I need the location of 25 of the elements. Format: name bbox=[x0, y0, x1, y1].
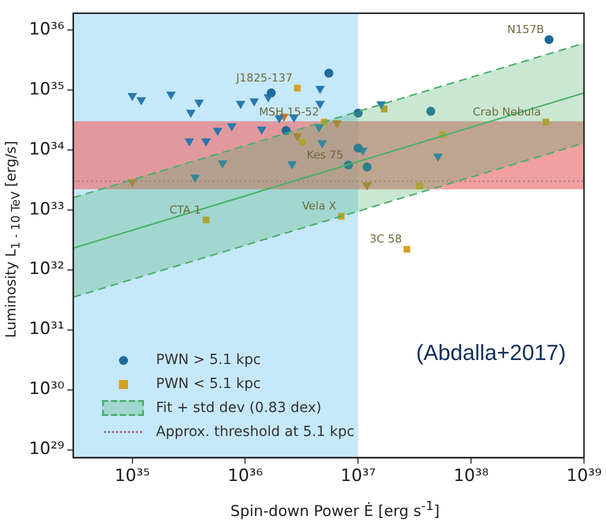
y-tick-label: 10³⁶ bbox=[28, 19, 64, 40]
y-tick-label: 10³¹ bbox=[28, 319, 64, 340]
annotation: (Abdalla+2017) bbox=[416, 340, 566, 366]
x-tick-label: 10³⁶ bbox=[228, 466, 264, 486]
y-tick-label: 10³³ bbox=[28, 199, 64, 220]
y-tick-label: 10³² bbox=[28, 259, 64, 280]
y-tick-label: 10²⁹ bbox=[28, 439, 64, 460]
x-axis-title: Spin-down Power Ė [erg s$^{-1}$] bbox=[229, 498, 441, 520]
x-tick-label: 10³⁹ bbox=[566, 466, 602, 486]
annotation: Kes 75 bbox=[306, 148, 344, 162]
legend-label: Approx. threshold at 5.1 kpc bbox=[156, 423, 354, 442]
x-tick-label: 10³⁸ bbox=[453, 466, 489, 486]
annotation: Vela X bbox=[302, 200, 337, 213]
annotation: MSH 15-52 bbox=[258, 106, 320, 118]
legend-label: Fit + std dev (0.83 dex) bbox=[156, 399, 322, 418]
legend-label: PWN < 5.1 kpc bbox=[156, 375, 261, 394]
annotation: J1825-137 bbox=[235, 71, 292, 84]
x-tick-label: 10³⁵ bbox=[114, 466, 150, 486]
x-tick-label: 10³⁷ bbox=[340, 466, 376, 486]
y-tick-label: 10³⁴ bbox=[28, 139, 64, 160]
legend-label: PWN > 5.1 kpc bbox=[156, 351, 261, 370]
y-tick-label: 10³⁰ bbox=[28, 379, 64, 400]
annotation: 3C 58 bbox=[370, 232, 402, 246]
annotation: N157B bbox=[507, 22, 544, 36]
y-tick-label: 10³⁵ bbox=[28, 79, 64, 100]
